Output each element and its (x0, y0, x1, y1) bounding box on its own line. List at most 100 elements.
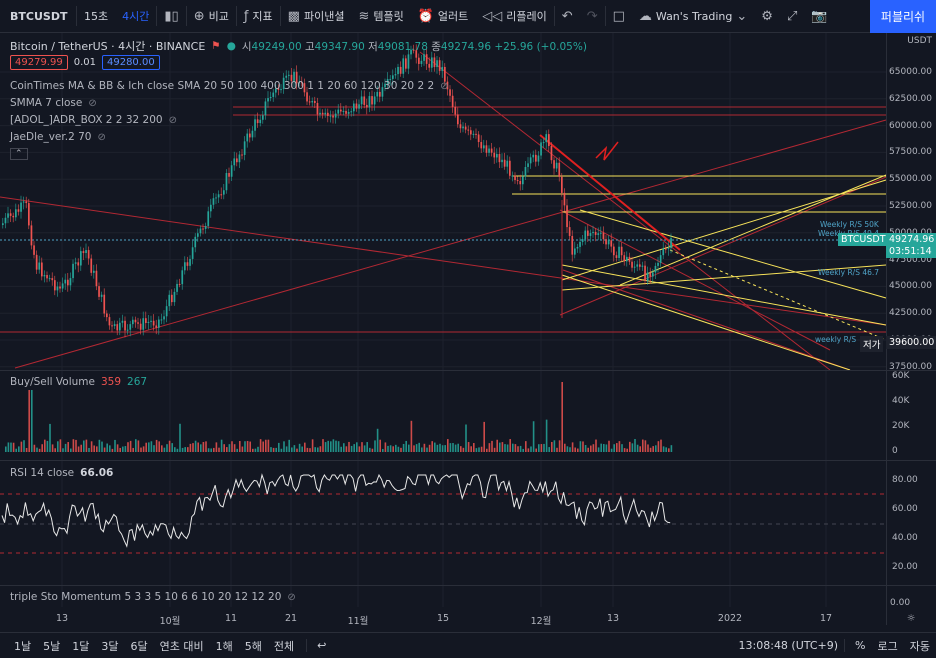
range-3m[interactable]: 3달 (101, 639, 119, 653)
time-label: 12월 (530, 616, 552, 627)
gear-icon: ⚙ (761, 8, 773, 24)
interval-4h-button[interactable]: 4시간 (122, 10, 150, 23)
collapse-legend-button[interactable]: ⌃ (10, 148, 28, 160)
buy-volume: 267 (127, 376, 148, 388)
spread-value: 0.01 (73, 57, 96, 68)
time-label: 11월 (347, 616, 369, 627)
toolbar-divider (185, 6, 187, 26)
symbol-title[interactable]: Bitcoin / TetherUS · 4시간 · BINANCE (10, 40, 206, 53)
time-label: 11 (224, 613, 238, 624)
compare-button[interactable]: ⊕ 비교 (187, 0, 236, 33)
eye-off-icon[interactable]: ⊘ (97, 131, 106, 143)
indicator-legend-4[interactable]: JaeDle_ver.2 70 ⊘ (10, 131, 106, 143)
price-tick: 45000.00 (889, 281, 932, 292)
eye-off-icon[interactable]: ⊘ (168, 114, 177, 126)
eye-off-icon[interactable]: ⊘ (287, 591, 296, 603)
volume-legend[interactable]: Buy/Sell Volume 359 267 (10, 376, 147, 388)
momentum-title: triple Sto Momentum 5 3 3 5 10 6 6 10 20… (10, 591, 282, 603)
indicator-label: SMMA 7 close (10, 97, 83, 109)
toolbar-divider (279, 6, 281, 26)
log-toggle[interactable]: 로그 (877, 639, 898, 653)
time-label: 2022 (717, 613, 743, 624)
close-label: 종 (431, 40, 441, 53)
range-6m[interactable]: 6달 (130, 639, 148, 653)
interval-15m-button[interactable]: 15초 (84, 10, 109, 23)
weekly-rs-label: Weekly R/S 46.7 (818, 268, 880, 277)
buy-sell-panel: 49279.99 0.01 49280.00 (10, 55, 160, 70)
rsi-tick: 60.00 (892, 504, 918, 514)
undo-button[interactable]: ↶ (555, 0, 580, 33)
replay-button[interactable]: ◁◁ 리플레이 (475, 0, 553, 33)
candlestick-icon: ▮▯ (164, 8, 179, 24)
low-value: 49081.78 (377, 40, 428, 53)
range-ytd[interactable]: 연초 대비 (159, 639, 204, 653)
redo-button[interactable]: ↷ (580, 0, 605, 33)
sell-button[interactable]: 49279.99 (10, 55, 68, 70)
chart-grid (0, 33, 886, 607)
top-toolbar: BTCUSDT 15초 4시간 ▮▯ ⊕ 비교 ƒ 지표 ▩ 파이낸셜 ≋ 템플릿 ⏰ 얼… (0, 0, 936, 33)
auto-toggle[interactable]: 자동 (909, 639, 930, 653)
replay-label: 리플레이 (506, 10, 547, 23)
momentum-legend[interactable]: triple Sto Momentum 5 3 3 5 10 6 6 10 20… (10, 591, 296, 603)
indicator-legend-1[interactable]: CoinTimes MA & BB & Ich close SMA 20 50 … (10, 80, 449, 92)
layout-name: Wan's Trading (655, 9, 733, 23)
publish-button[interactable]: 퍼블리쉬 (870, 0, 936, 33)
range-1m[interactable]: 1달 (72, 639, 90, 653)
alarm-clock-icon: ⏰ (417, 8, 434, 24)
indicator-legend-2[interactable]: SMMA 7 close ⊘ (10, 97, 97, 109)
price-tick: 62500.00 (889, 93, 932, 104)
axis-settings-icon[interactable]: ☼ (906, 613, 916, 624)
alerts-label: 얼러트 (437, 10, 469, 23)
time-label: 13 (606, 613, 620, 624)
templates-label: 템플릿 (373, 10, 404, 23)
multi-layout-button[interactable]: □ (606, 0, 632, 33)
time-axis[interactable]: 13 10월 11 21 11월 15 12월 13 2022 17 ☼ (0, 607, 915, 632)
settings-button[interactable]: ⚙ (754, 0, 780, 33)
alerts-button[interactable]: ⏰ 얼러트 (411, 0, 476, 33)
time-label: 13 (55, 613, 69, 624)
price-tick: 65000.00 (889, 67, 932, 77)
templates-button[interactable]: ≋ 템플릿 (351, 0, 410, 33)
symbol-search[interactable]: BTCUSDT (10, 9, 68, 23)
price-tick: 42500.00 (889, 308, 932, 319)
volume-tick: 0 (892, 446, 898, 456)
range-5d[interactable]: 5날 (43, 639, 61, 653)
price-axis[interactable]: USDT 65000.00 62500.00 60000.00 57500.00 550… (886, 33, 936, 625)
time-label: 15 (436, 613, 450, 624)
flag-icon[interactable]: ⚑ (211, 40, 221, 52)
high-label: 고 (305, 40, 315, 53)
cloud-icon: ☁ (638, 8, 652, 24)
compare-label: 비교 (208, 10, 229, 23)
rsi-tick: 80.00 (892, 475, 918, 485)
fullscreen-button[interactable]: ⤢ (780, 0, 804, 33)
rsi-legend[interactable]: RSI 14 close 66.06 (10, 467, 113, 479)
eye-off-icon[interactable]: ⊘ (440, 80, 449, 92)
range-all[interactable]: 전체 (273, 639, 295, 653)
indicator-legend-3[interactable]: [ADOL_]ADR_BOX 2 2 32 200 ⊘ (10, 114, 177, 126)
range-1d[interactable]: 1날 (14, 639, 32, 653)
high-value: 49347.90 (314, 40, 365, 53)
plus-circle-icon: ⊕ (193, 8, 205, 24)
layout-name-button[interactable]: ☁ Wan's Trading ⌄ (632, 0, 754, 33)
rsi-line (0, 473, 886, 554)
goto-date-button[interactable]: ↩ (306, 639, 332, 652)
chevron-up-icon: ⌃ (10, 148, 28, 160)
price-axis-currency: USDT (907, 36, 932, 46)
pane-divider[interactable] (0, 585, 936, 586)
clock-time[interactable]: 13:08:48 (UTC+9) (738, 639, 839, 652)
range-5y[interactable]: 5해 (244, 639, 262, 653)
trendlines (0, 51, 887, 371)
rsi-value: 66.06 (80, 467, 114, 479)
percent-toggle[interactable]: % (844, 639, 871, 652)
candle-style-button[interactable]: ▮▯ (157, 0, 185, 33)
pane-divider[interactable] (0, 460, 936, 461)
fullscreen-icon: ⤢ (786, 8, 798, 24)
buy-button[interactable]: 49280.00 (101, 55, 160, 70)
range-1y[interactable]: 1해 (215, 639, 233, 653)
eye-off-icon[interactable]: ⊘ (88, 97, 97, 109)
indicators-button[interactable]: ƒ 지표 (237, 0, 280, 33)
pane-divider[interactable] (0, 370, 936, 371)
snapshot-button[interactable]: 📷 (804, 0, 834, 33)
financials-button[interactable]: ▩ 파이낸셜 (281, 0, 352, 33)
